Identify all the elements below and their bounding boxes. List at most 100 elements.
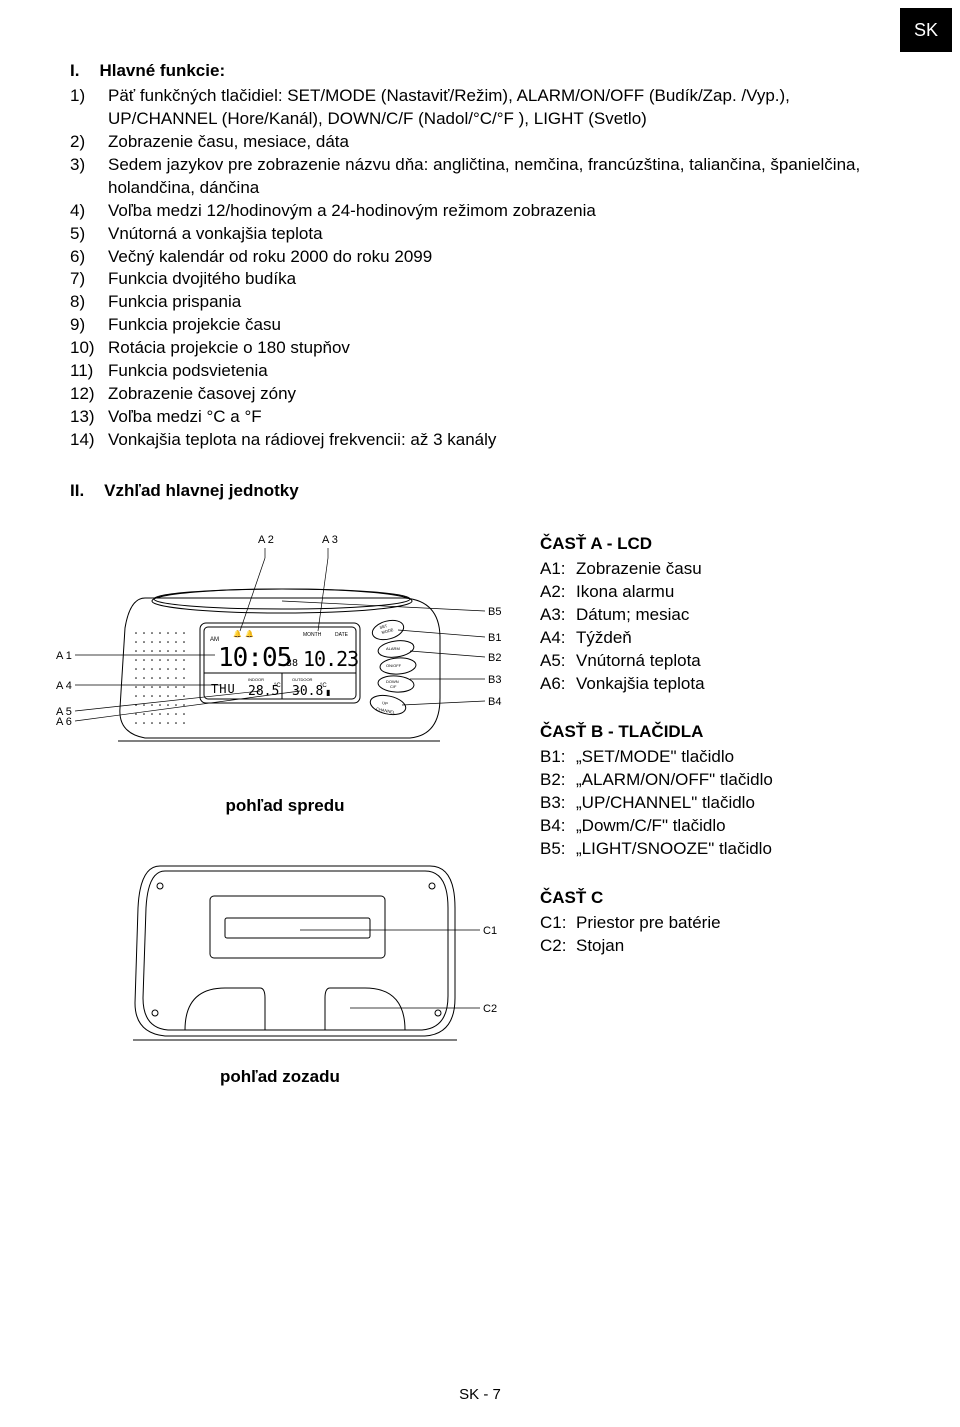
feature-list: 1)Päť funkčných tlačidiel: SET/MODE (Nas…	[70, 85, 890, 452]
svg-text:🔔: 🔔	[245, 629, 254, 638]
part-key: A1:	[540, 558, 576, 581]
feature-item-num: 13)	[70, 406, 108, 429]
part-value: Zobrazenie času	[576, 558, 702, 581]
feature-item-num: 4)	[70, 200, 108, 223]
label-a1: A 1	[56, 649, 72, 664]
part-key: A2:	[540, 581, 576, 604]
svg-text:▮: ▮	[326, 688, 330, 697]
feature-item-num: 5)	[70, 223, 108, 246]
device-back-diagram: C1 C2	[130, 838, 490, 1058]
part-row: A6:Vonkajšia teplota	[540, 673, 890, 696]
feature-item-num: 1)	[70, 85, 108, 131]
part-row: A5:Vnútorná teplota	[540, 650, 890, 673]
feature-item-num: 11)	[70, 360, 108, 383]
language-tab: SK	[900, 8, 952, 52]
feature-item-num: 7)	[70, 268, 108, 291]
feature-item: 6)Večný kalendár od roku 2000 do roku 20…	[70, 246, 890, 269]
feature-item-text: Voľba medzi °C a °F	[108, 406, 890, 429]
feature-item: 13)Voľba medzi °C a °F	[70, 406, 890, 429]
label-a3: A 3	[322, 533, 338, 548]
feature-item-num: 2)	[70, 131, 108, 154]
feature-item-num: 9)	[70, 314, 108, 337]
label-b3: B3	[488, 673, 501, 688]
feature-item: 10)Rotácia projekcie o 180 stupňov	[70, 337, 890, 360]
feature-item-num: 10)	[70, 337, 108, 360]
label-a2: A 2	[258, 533, 274, 548]
svg-text:🔔: 🔔	[233, 629, 242, 638]
label-b5: B5	[488, 605, 501, 620]
feature-item: 7)Funkcia dvojitého budíka	[70, 268, 890, 291]
part-a-heading: ČASŤ A - LCD	[540, 533, 890, 556]
part-value: Priestor pre batérie	[576, 912, 721, 935]
part-key: B1:	[540, 746, 576, 769]
section1-heading: I. Hlavné funkcie:	[70, 60, 890, 83]
label-a4: A 4	[56, 679, 72, 694]
part-value: „SET/MODE" tlačidlo	[576, 746, 734, 769]
feature-item-text: Zobrazenie časovej zóny	[108, 383, 890, 406]
section2-title: Vzhľad hlavnej jednotky	[104, 480, 299, 503]
part-value: Ikona alarmu	[576, 581, 674, 604]
svg-text:C/F: C/F	[390, 684, 397, 689]
feature-item-num: 8)	[70, 291, 108, 314]
svg-text:10:05: 10:05	[218, 643, 291, 673]
feature-item-text: Voľba medzi 12/hodinovým a 24-hodinovým …	[108, 200, 890, 223]
part-key: C1:	[540, 912, 576, 935]
section1-title: Hlavné funkcie:	[99, 60, 225, 83]
feature-item: 5)Vnútorná a vonkajšia teplota	[70, 223, 890, 246]
feature-item-text: Sedem jazykov pre zobrazenie názvu dňa: …	[108, 154, 890, 200]
feature-item-text: Rotácia projekcie o 180 stupňov	[108, 337, 890, 360]
feature-item: 9)Funkcia projekcie času	[70, 314, 890, 337]
feature-item-text: Večný kalendár od roku 2000 do roku 2099	[108, 246, 890, 269]
part-row: A4:Týždeň	[540, 627, 890, 650]
feature-item-text: Päť funkčných tlačidiel: SET/MODE (Nasta…	[108, 85, 890, 131]
feature-item-num: 3)	[70, 154, 108, 200]
svg-text:OUTDOOR: OUTDOOR	[292, 677, 313, 682]
feature-item-num: 12)	[70, 383, 108, 406]
svg-text:UP: UP	[382, 700, 389, 706]
part-b-list: B1:„SET/MODE" tlačidloB2:„ALARM/ON/OFF" …	[540, 746, 890, 861]
svg-text:DATE: DATE	[335, 632, 349, 638]
part-row: B5:„LIGHT/SNOOZE" tlačidlo	[540, 838, 890, 861]
part-b-heading: ČASŤ B - TLAČIDLA	[540, 721, 890, 744]
part-row: A3:Dátum; mesiac	[540, 604, 890, 627]
svg-text:ON/OFF: ON/OFF	[386, 663, 402, 668]
section2-heading: II. Vzhľad hlavnej jednotky	[70, 480, 890, 503]
part-value: „LIGHT/SNOOZE" tlačidlo	[576, 838, 772, 861]
part-a-list: A1:Zobrazenie časuA2:Ikona alarmuA3:Dátu…	[540, 558, 890, 696]
feature-item: 2)Zobrazenie času, mesiace, dáta	[70, 131, 890, 154]
label-a6: A 6	[56, 715, 72, 730]
feature-item: 8)Funkcia prispania	[70, 291, 890, 314]
back-caption: pohľad zozadu	[130, 1066, 500, 1089]
page-footer: SK - 7	[0, 1385, 960, 1405]
svg-text:10.23: 10.23	[303, 647, 358, 671]
part-row: A1:Zobrazenie času	[540, 558, 890, 581]
feature-item-text: Vonkajšia teplota na rádiovej frekvencii…	[108, 429, 890, 452]
feature-item: 11)Funkcia podsvietenia	[70, 360, 890, 383]
feature-item-text: Zobrazenie času, mesiace, dáta	[108, 131, 890, 154]
part-row: C2:Stojan	[540, 935, 890, 958]
part-value: Stojan	[576, 935, 624, 958]
part-value: Týždeň	[576, 627, 632, 650]
part-value: Vnútorná teplota	[576, 650, 701, 673]
label-b1: B1	[488, 631, 501, 646]
section1-num: I.	[70, 60, 79, 83]
part-row: A2:Ikona alarmu	[540, 581, 890, 604]
part-key: B4:	[540, 815, 576, 838]
section2-num: II.	[70, 480, 84, 503]
part-key: C2:	[540, 935, 576, 958]
svg-text:ALARM: ALARM	[386, 646, 400, 651]
feature-item: 1)Päť funkčných tlačidiel: SET/MODE (Nas…	[70, 85, 890, 131]
svg-text:MONTH: MONTH	[303, 632, 322, 638]
svg-text:INDOOR: INDOOR	[248, 677, 264, 682]
part-row: C1:Priestor pre batérie	[540, 912, 890, 935]
feature-item: 14)Vonkajšia teplota na rádiovej frekven…	[70, 429, 890, 452]
part-row: B4:„Dowm/C/F" tlačidlo	[540, 815, 890, 838]
feature-item: 4)Voľba medzi 12/hodinovým a 24-hodinový…	[70, 200, 890, 223]
feature-item-text: Funkcia prispania	[108, 291, 890, 314]
part-key: A4:	[540, 627, 576, 650]
feature-item-text: Funkcia projekcie času	[108, 314, 890, 337]
svg-text:°C: °C	[274, 683, 281, 689]
part-row: B2:„ALARM/ON/OFF" tlačidlo	[540, 769, 890, 792]
feature-item-num: 6)	[70, 246, 108, 269]
feature-item: 12)Zobrazenie časovej zóny	[70, 383, 890, 406]
